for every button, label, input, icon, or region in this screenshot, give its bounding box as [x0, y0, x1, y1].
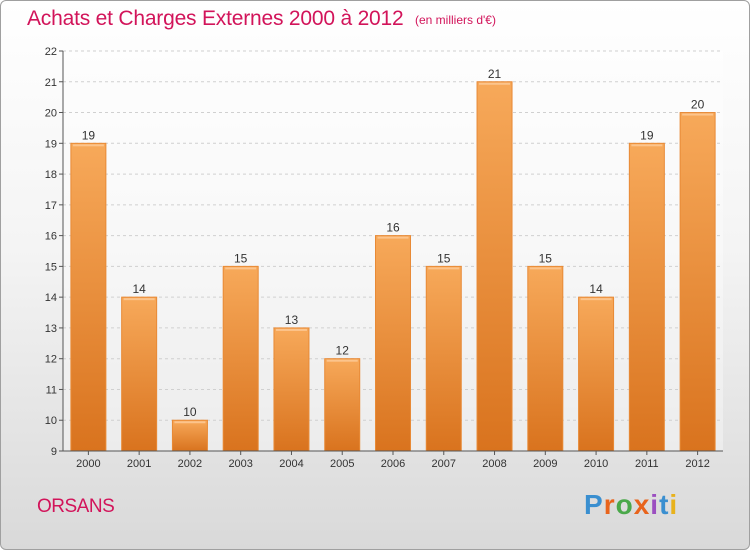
data-label: 15 — [234, 251, 248, 265]
bar-2009 — [527, 265, 564, 452]
x-tick-label: 2008 — [482, 458, 506, 470]
x-tick-label: 2006 — [381, 458, 405, 470]
bar-2007 — [425, 265, 462, 452]
y-tick-label: 9 — [51, 446, 57, 458]
logo-letter: P — [584, 489, 604, 520]
bar-2006 — [375, 235, 411, 452]
bar-highlight — [225, 267, 257, 270]
bar-2008 — [476, 81, 513, 452]
y-tick-label: 13 — [45, 323, 57, 335]
y-tick-label: 22 — [45, 46, 57, 58]
bar-highlight — [428, 267, 460, 270]
data-label: 21 — [488, 67, 502, 81]
data-label: 14 — [589, 282, 603, 296]
x-tick-label: 2000 — [76, 458, 100, 470]
bar-highlight — [123, 298, 155, 301]
bar-highlight — [682, 113, 714, 116]
data-label: 20 — [691, 98, 705, 112]
bar-2004 — [273, 327, 310, 452]
logo-letter: i — [650, 489, 660, 520]
x-tick-label: 2012 — [685, 458, 709, 470]
bar-2010 — [578, 296, 615, 452]
x-tick-label: 2011 — [635, 458, 659, 470]
bar-highlight — [529, 267, 561, 270]
x-tick-label: 2001 — [127, 458, 151, 470]
y-tick-label: 17 — [45, 200, 57, 212]
bar-2000 — [70, 142, 107, 452]
bar-2011 — [628, 142, 665, 452]
y-tick-label: 21 — [45, 77, 57, 89]
bar-highlight — [326, 359, 358, 362]
chart-subtitle: (en milliers d'€) — [415, 13, 496, 27]
bar-2002 — [171, 419, 208, 452]
x-tick-label: 2007 — [432, 458, 456, 470]
bar-highlight — [72, 144, 104, 147]
bar-highlight — [174, 421, 206, 424]
y-tick-label: 11 — [46, 384, 57, 396]
data-label: 14 — [132, 282, 146, 296]
x-tick-label: 2009 — [533, 458, 557, 470]
y-tick-label: 20 — [45, 108, 57, 120]
data-label: 15 — [437, 251, 451, 265]
bar-2001 — [121, 296, 158, 452]
data-label: 19 — [82, 128, 96, 142]
y-tick-label: 14 — [45, 292, 57, 304]
x-tick-label: 2003 — [228, 458, 252, 470]
y-tick-label: 15 — [45, 261, 57, 273]
logo-letter: r — [603, 489, 616, 520]
data-label: 13 — [285, 313, 299, 327]
logo-letter: x — [633, 489, 651, 520]
logo-letter: o — [615, 489, 634, 520]
commune-name: ORSANS — [37, 496, 115, 517]
y-tick-label: 18 — [45, 169, 57, 181]
data-label: 12 — [336, 344, 350, 358]
bar-2005 — [324, 358, 361, 452]
data-label: 15 — [539, 251, 553, 265]
y-tick-label: 12 — [45, 354, 57, 366]
proxiti-logo: Proxiti — [584, 489, 678, 521]
data-label: 19 — [640, 128, 654, 142]
bar-highlight — [377, 236, 409, 239]
y-tick-label: 10 — [45, 415, 57, 427]
bar-highlight — [479, 82, 511, 85]
y-tick-label: 19 — [45, 138, 57, 150]
logo-letter: t — [659, 489, 670, 520]
bar-highlight — [580, 298, 612, 301]
x-tick-label: 2005 — [330, 458, 354, 470]
data-label: 16 — [386, 221, 400, 235]
x-tick-label: 2002 — [178, 458, 202, 470]
logo-letter: i — [669, 489, 679, 520]
data-label: 10 — [183, 405, 197, 419]
bar-2012 — [679, 112, 716, 452]
x-tick-label: 2004 — [279, 458, 303, 470]
x-tick-label: 2010 — [584, 458, 608, 470]
bar-2003 — [222, 265, 259, 452]
chart-title: Achats et Charges Externes 2000 à 2012 — [27, 7, 404, 30]
y-tick-label: 16 — [45, 231, 57, 243]
bar-highlight — [631, 144, 663, 147]
bar-highlight — [275, 328, 307, 331]
